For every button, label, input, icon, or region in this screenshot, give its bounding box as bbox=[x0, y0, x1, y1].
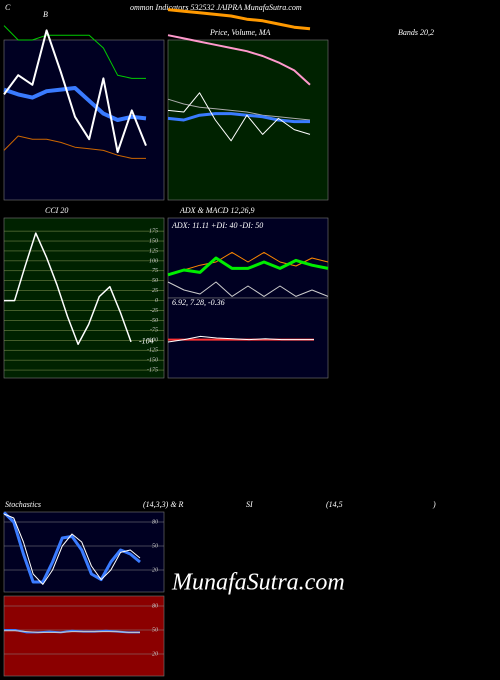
y-tick-label: -175 bbox=[147, 367, 158, 373]
series-line bbox=[167, 8, 311, 31]
panel-title: 6.92, 7.28, -0.36 bbox=[172, 298, 225, 307]
y-tick-label: 50 bbox=[152, 627, 158, 633]
y-tick-label: 25 bbox=[152, 288, 158, 294]
panel bbox=[3, 595, 165, 677]
y-tick-label: -100 bbox=[147, 338, 158, 344]
series-line bbox=[3, 86, 147, 122]
y-tick-label: 150 bbox=[149, 238, 158, 244]
panel bbox=[3, 39, 165, 201]
panel-title: Price, Volume, MA bbox=[209, 28, 271, 37]
series-line bbox=[4, 630, 140, 633]
panel-title: ADX & MACD 12,26,9 bbox=[179, 206, 254, 215]
y-tick-label: 75 bbox=[152, 268, 158, 274]
y-tick-label: 50 bbox=[152, 278, 158, 284]
panel-title: CCI 20 bbox=[45, 206, 68, 215]
y-tick-label: 0 bbox=[155, 298, 158, 304]
series-line bbox=[167, 335, 314, 343]
y-tick-label: 80 bbox=[152, 603, 158, 609]
series-line bbox=[167, 92, 311, 142]
series-line bbox=[3, 135, 146, 159]
series-line bbox=[3, 29, 147, 153]
series-line bbox=[2, 511, 141, 584]
y-tick-label: 20 bbox=[152, 567, 158, 573]
panel-title: B bbox=[43, 10, 48, 19]
title-part: ) bbox=[432, 500, 436, 509]
series-line bbox=[167, 34, 311, 86]
y-tick-label: -75 bbox=[150, 328, 158, 334]
panel bbox=[167, 39, 329, 201]
watermark: MunafaSutra.com bbox=[171, 570, 345, 596]
y-tick-label: 100 bbox=[149, 258, 158, 264]
title-part: (14,3,3) & R bbox=[143, 500, 184, 509]
series-line bbox=[3, 513, 141, 585]
y-tick-label: -125 bbox=[147, 348, 158, 354]
panel-subtitle: Bands 20,2 bbox=[398, 28, 434, 37]
series-line bbox=[3, 25, 146, 79]
y-tick-label: 80 bbox=[152, 519, 158, 525]
panel bbox=[3, 217, 165, 379]
y-tick-label: 175 bbox=[149, 228, 158, 234]
y-tick-label: -150 bbox=[147, 358, 158, 364]
panel bbox=[167, 217, 329, 299]
y-tick-label: 125 bbox=[149, 248, 158, 254]
title-part: SI bbox=[246, 500, 253, 509]
series-line bbox=[167, 98, 311, 121]
value-label: -104 bbox=[139, 337, 154, 346]
y-tick-label: -50 bbox=[150, 318, 158, 324]
series-line bbox=[167, 281, 329, 297]
series-line bbox=[167, 256, 329, 277]
y-tick-label: 20 bbox=[152, 651, 158, 657]
panel-title: Stochastics bbox=[5, 500, 41, 509]
header-title: ommon Indicators 532532 JAIPRA MunafaSut… bbox=[130, 3, 302, 12]
series-line bbox=[4, 232, 132, 346]
y-tick-label: 50 bbox=[152, 543, 158, 549]
title-part: (14,5 bbox=[326, 500, 343, 509]
y-tick-label: -25 bbox=[150, 308, 158, 314]
series-line bbox=[167, 112, 310, 124]
panel-subtitle: ADX: 11.11 +DI: 40 -DI: 50 bbox=[171, 221, 263, 230]
header-lead: C bbox=[5, 3, 11, 12]
